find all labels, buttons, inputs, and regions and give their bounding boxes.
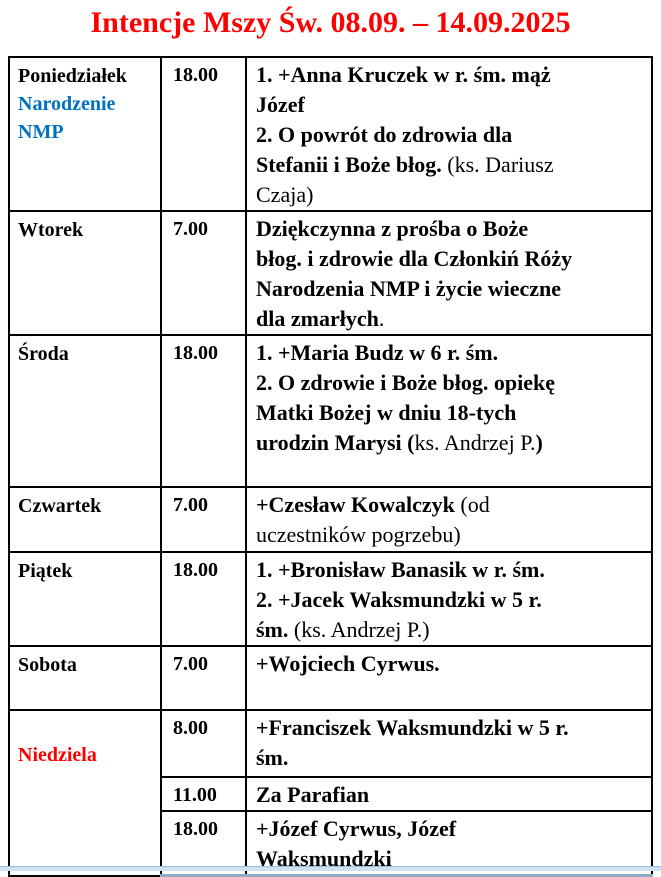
intention-line: Józef <box>256 90 647 120</box>
intention-text: 1. +Maria Budz w 6 r. śm. <box>256 340 499 365</box>
intention-cell: +Wojciech Cyrwus. <box>245 645 653 711</box>
intention-text: 1. +Bronisław Banasik w r. śm. <box>256 557 545 582</box>
time-cell: 18.00 <box>160 551 247 647</box>
table-row: Wtorek 7.00 Dziękczynna z prośba o Boże bło… <box>8 210 653 336</box>
intention-text: (ks. Dariusz <box>441 152 554 177</box>
intention-line: Matki Bożej w dniu 18-tych <box>256 398 647 428</box>
intention-text: +Czesław Kowalczyk <box>256 492 461 517</box>
intention-text: śm. <box>256 617 294 642</box>
intention-cell: 1. +Bronisław Banasik w r. śm. 2. +Jacek … <box>245 551 653 647</box>
intention-line: błog. i zdrowie dla Członkiń Róży <box>256 244 647 274</box>
intention-cell: 1. +Maria Budz w 6 r. śm. 2. O zdrowie i … <box>245 334 653 488</box>
intention-line: Dziękczynna z prośba o Boże <box>256 214 647 244</box>
intention-text: Czaja) <box>256 182 314 207</box>
day-cell: Środa <box>8 334 162 488</box>
intention-text: (od <box>460 492 490 517</box>
day-label: Piątek <box>18 560 73 582</box>
intention-text: Stefanii i Boże błog. <box>256 152 442 177</box>
mass-intentions-table: Poniedziałek Narodzenie NMP 18.00 1. +Anna K… <box>8 56 653 877</box>
intention-line: 2. O powrót do zdrowia dla <box>256 120 647 150</box>
intention-line: śm. <box>256 743 647 773</box>
intention-line: 1. +Maria Budz w 6 r. śm. <box>256 338 647 368</box>
intention-line: Stefanii i Boże błog. (ks. Dariusz <box>256 150 647 180</box>
day-label: Sobota <box>18 654 77 676</box>
day-label: NMP <box>18 121 64 143</box>
intention-text: Za Parafian <box>256 782 370 807</box>
intention-cell: +Czesław Kowalczyk (od uczestników pogrze… <box>245 486 653 553</box>
day-label: Czwartek <box>18 495 102 517</box>
intention-line: Narodzenia NMP i życie wieczne <box>256 274 647 304</box>
intention-text: ) <box>535 430 543 455</box>
intention-line: 1. +Anna Kruczek w r. śm. mąż <box>256 60 647 90</box>
day-label: Poniedziałek <box>18 65 127 87</box>
intention-text: urodzin Marysi ( <box>256 430 415 455</box>
intention-line: dla zmarłych. <box>256 304 647 333</box>
intention-text: Matki Bożej w dniu 18-tych <box>256 400 517 425</box>
day-label: Środa <box>18 343 69 365</box>
intention-line: +Wojciech Cyrwus. <box>256 649 647 679</box>
table-row: Piątek 18.00 1. +Bronisław Banasik w r. śm… <box>8 551 653 647</box>
intention-line: Za Parafian <box>256 780 647 809</box>
intention-line: +Czesław Kowalczyk (od <box>256 490 647 520</box>
time-cell: 7.00 <box>160 210 247 336</box>
day-label: Niedziela <box>18 744 97 766</box>
table-row: Niedziela 8.00 +Franciszek Waksmundzki w 5… <box>8 709 653 877</box>
time-cell: 8.00 <box>160 709 247 778</box>
bottom-divider-strip <box>0 866 661 871</box>
intention-line: 2. O zdrowie i Boże błog. opiekę <box>256 368 647 398</box>
intention-line: 2. +Jacek Waksmundzki w 5 r. <box>256 585 647 615</box>
table-row: 11.00 Za Parafian <box>9 776 653 812</box>
time-cell: 18.00 <box>160 56 247 212</box>
time-cell: 11.00 <box>160 776 247 812</box>
day-cell: Poniedziałek Narodzenie NMP <box>8 56 162 212</box>
page-title: Intencje Mszy Św. 08.09. – 14.09.2025 <box>90 6 571 39</box>
intention-line: Czaja) <box>256 180 647 209</box>
intention-text: 2. O powrót do zdrowia dla <box>256 122 513 147</box>
intention-text: ks. Andrzej P. <box>414 430 536 455</box>
intention-text: (ks. Andrzej P.) <box>293 617 430 642</box>
intention-text: +Józef Cyrwus, Józef <box>256 816 457 841</box>
day-cell: Piątek <box>8 551 162 647</box>
day-cell: Niedziela <box>8 709 162 877</box>
intention-text: Narodzenia NMP i życie wieczne <box>256 276 562 301</box>
day-label: Narodzenie <box>18 93 116 115</box>
intention-line: śm. (ks. Andrzej P.) <box>256 615 647 644</box>
intention-text: 2. +Jacek Waksmundzki w 5 r. <box>256 587 542 612</box>
intention-cell: 1. +Anna Kruczek w r. śm. mąż Józef 2. O p… <box>245 56 653 212</box>
intention-cell: Dziękczynna z prośba o Boże błog. i zdrow… <box>245 210 653 336</box>
intention-text: +Wojciech Cyrwus. <box>256 651 440 676</box>
table-row: Sobota 7.00 +Wojciech Cyrwus. <box>8 645 653 711</box>
intention-line: +Franciszek Waksmundzki w 5 r. <box>256 713 647 743</box>
intention-text: uczestników pogrzebu) <box>256 522 461 547</box>
intention-line: uczestników pogrzebu) <box>256 520 647 550</box>
intention-line: 1. +Bronisław Banasik w r. śm. <box>256 555 647 585</box>
day-cell: Czwartek <box>8 486 162 553</box>
intention-text: . <box>378 306 385 331</box>
intention-line: +Józef Cyrwus, Józef <box>256 814 647 844</box>
intention-text: śm. <box>256 745 289 770</box>
table-row: Poniedziałek Narodzenie NMP 18.00 1. +Anna K… <box>8 56 653 212</box>
intention-text: 1. +Anna Kruczek w r. śm. mąż <box>256 62 551 87</box>
time-cell: 7.00 <box>160 486 247 553</box>
intentions-table-body: Poniedziałek Narodzenie NMP 18.00 1. +Anna K… <box>8 56 653 877</box>
intention-text: Dziękczynna z prośba o Boże <box>256 216 529 241</box>
day-cell: Sobota <box>8 645 162 711</box>
day-label: Wtorek <box>18 219 84 241</box>
intention-cell: Za Parafian <box>245 776 653 812</box>
intention-text: błog. i zdrowie dla Członkiń Róży <box>256 246 573 271</box>
time-cell: 7.00 <box>160 645 247 711</box>
intention-text: 2. O zdrowie i Boże błog. opiekę <box>256 370 556 395</box>
table-row: Czwartek 7.00 +Czesław Kowalczyk (od uczest… <box>8 486 653 553</box>
intention-text: Józef <box>256 92 305 117</box>
intention-cell: +Franciszek Waksmundzki w 5 r. śm. <box>245 709 653 778</box>
time-cell: 18.00 <box>160 334 247 488</box>
table-row: Środa 18.00 1. +Maria Budz w 6 r. śm. 2. O … <box>8 334 653 488</box>
intention-text: dla zmarłych <box>256 306 379 331</box>
intention-text: +Franciszek Waksmundzki w 5 r. <box>256 715 569 740</box>
intention-line: urodzin Marysi (ks. Andrzej P.) <box>256 428 647 458</box>
day-cell: Wtorek <box>8 210 162 336</box>
